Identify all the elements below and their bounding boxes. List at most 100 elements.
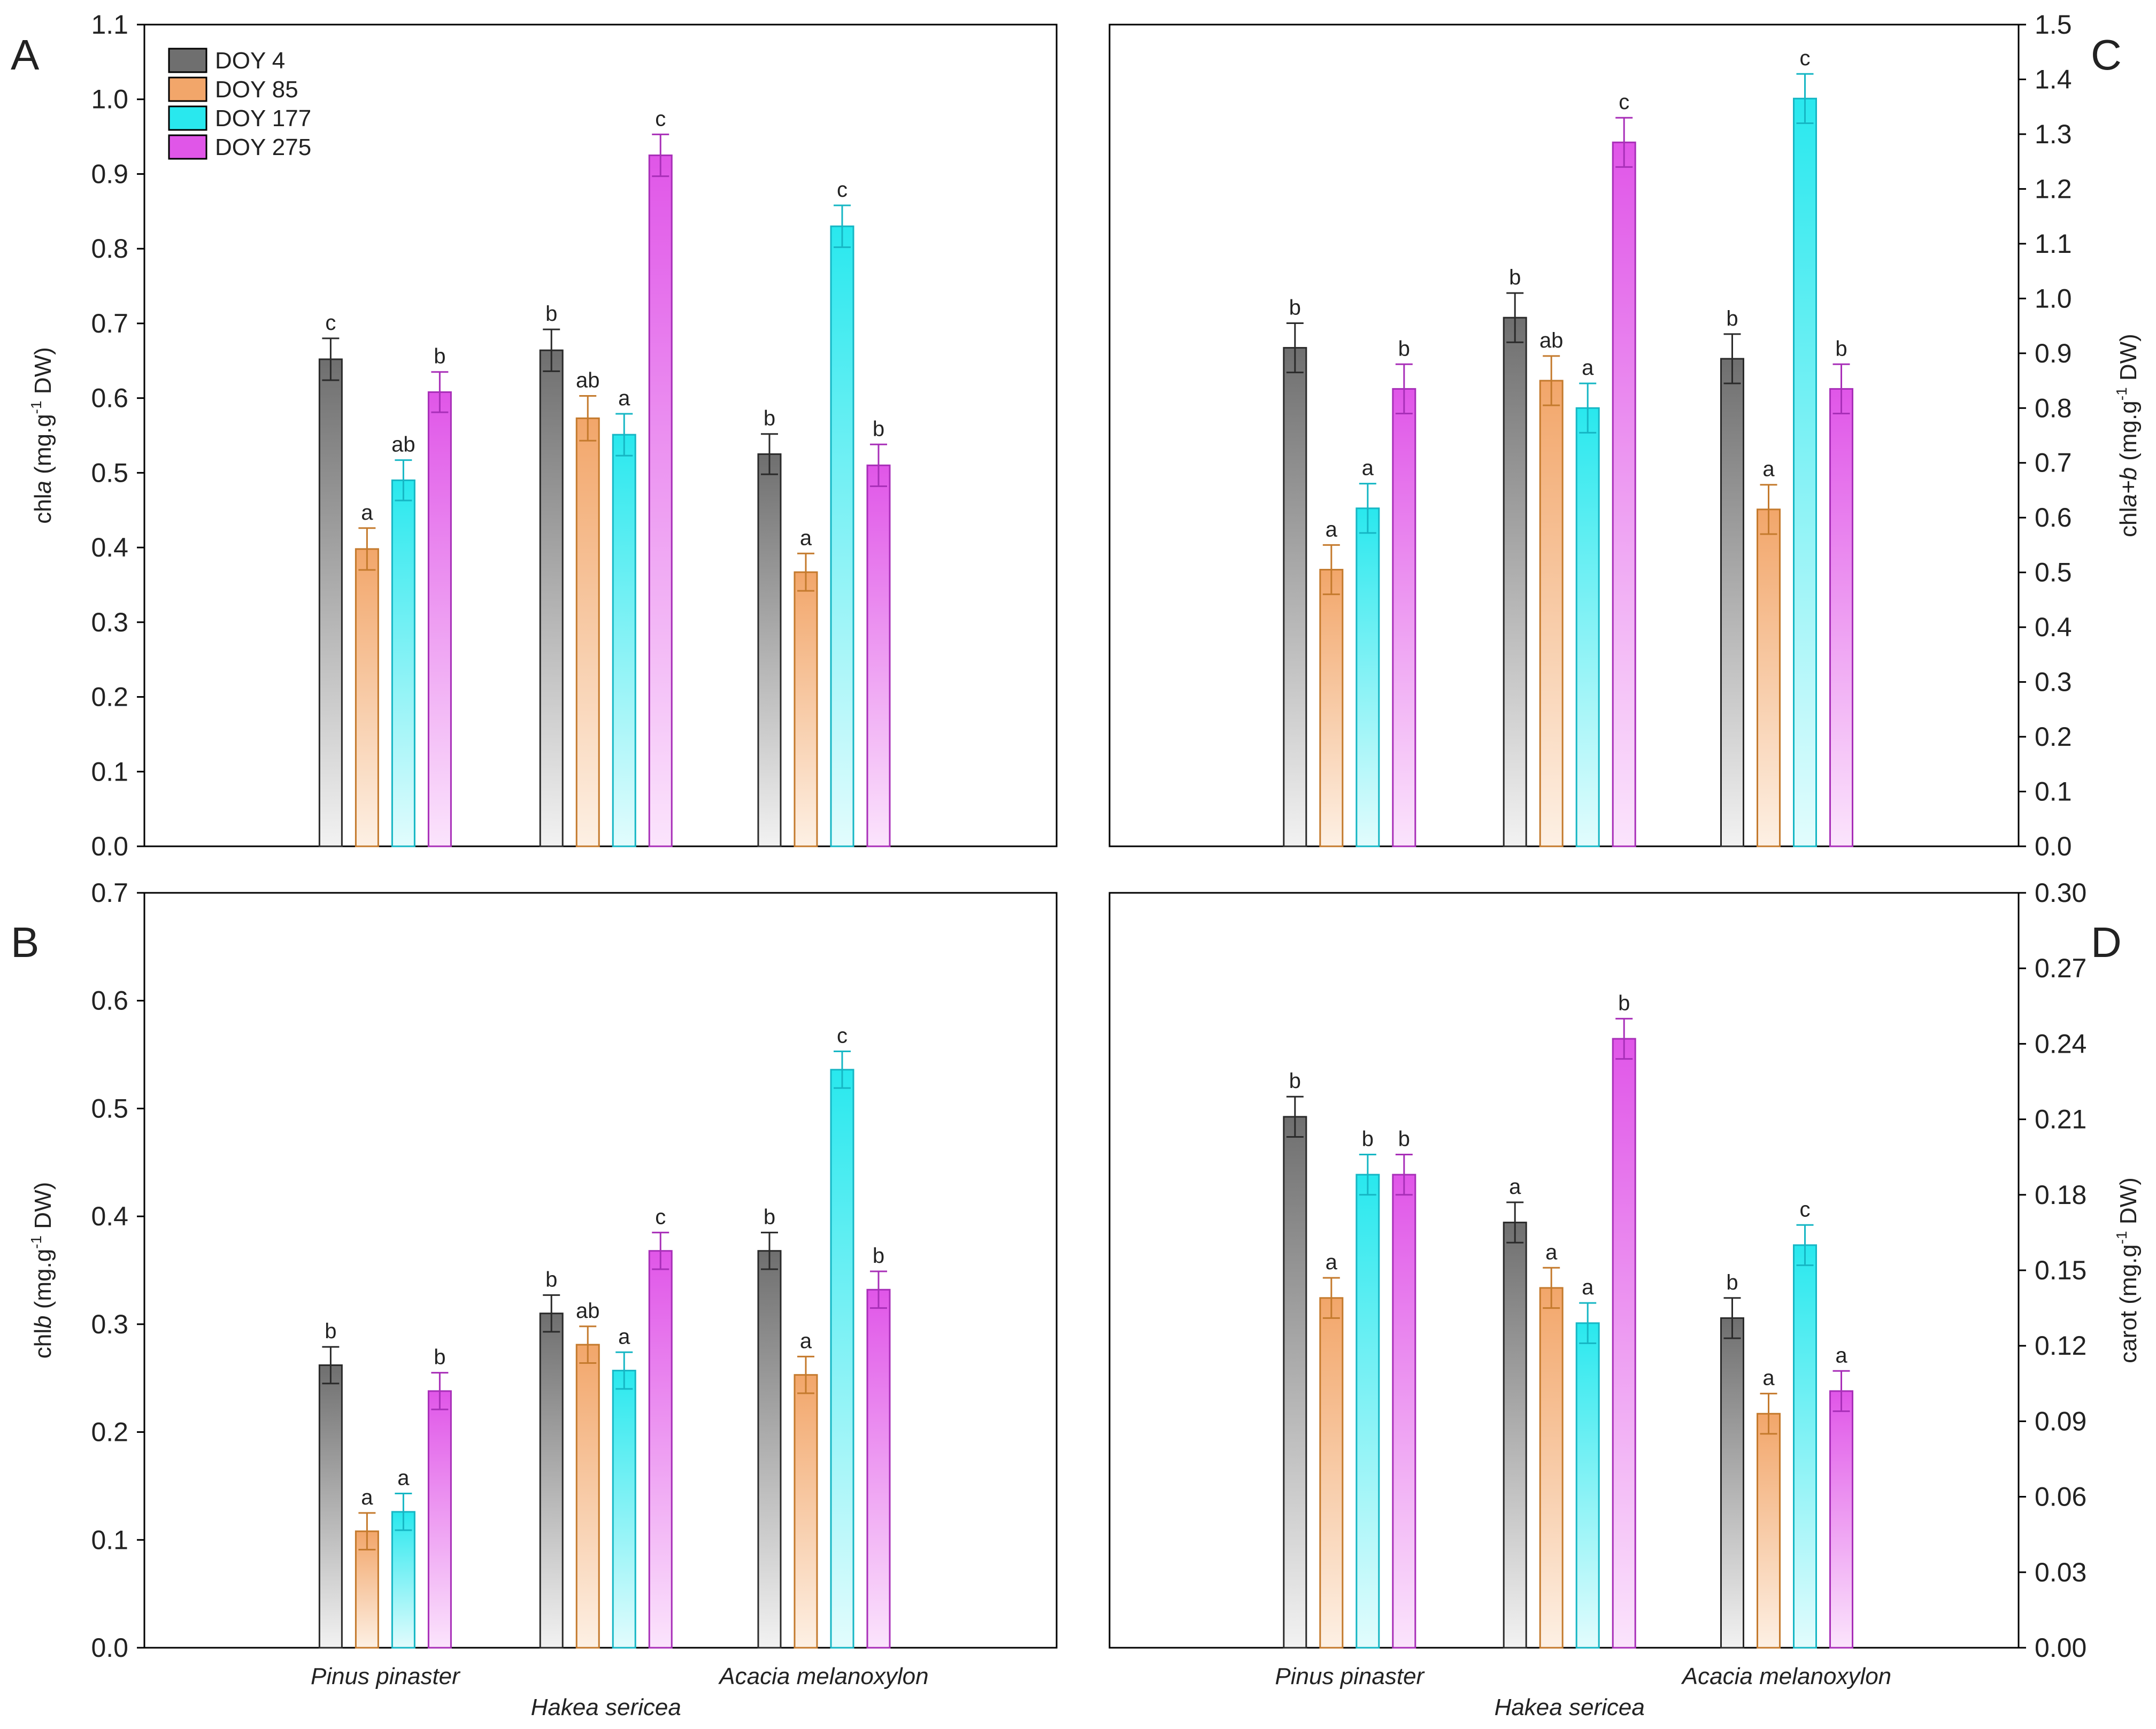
bar-B-doy4-0 [318, 1364, 343, 1649]
bar-D-doy4-2 [1720, 1317, 1744, 1649]
y-tick-label: 0.03 [2035, 1557, 2086, 1587]
significance-letter: b [325, 1319, 336, 1343]
bar-A-doy85-0 [355, 548, 379, 847]
significance-letter: b [1618, 991, 1630, 1015]
bar-A-doy4-0 [318, 358, 343, 847]
y-tick-label: 0.8 [91, 234, 128, 264]
y-tick-label: 0.30 [2035, 878, 2086, 908]
significance-letter: a [397, 1466, 410, 1490]
significance-letter: a [361, 1486, 373, 1509]
significance-letter: c [1619, 90, 1629, 114]
significance-letter: c [837, 1024, 848, 1048]
significance-letter: a [1326, 518, 1338, 541]
y-tick-label: 0.5 [2035, 558, 2072, 588]
significance-letter: ab [1539, 329, 1564, 352]
bar-D-doy275-0 [1392, 1174, 1416, 1649]
y-tick-label: 0.4 [91, 1201, 128, 1231]
bar-C-doy85-1 [1539, 380, 1564, 847]
panel-letter-A: A [11, 31, 40, 79]
legend-label: DOY 275 [215, 134, 311, 160]
y-tick-label: 1.3 [2035, 119, 2072, 149]
significance-letter: b [1362, 1127, 1374, 1151]
species-label: Hakea sericea [531, 1694, 681, 1720]
y-tick-label: 0.0 [91, 831, 128, 861]
significance-letter: c [837, 178, 848, 202]
y-tick-label: 0.6 [2035, 503, 2072, 532]
y-axis-label-D: carot (mg.g-1 DW) [2113, 1177, 2142, 1363]
chart-panel-C: 0.0 0.1 0.2 0.3 0.4 0.5 0.6 0.7 0.8 0.9 1.0 1.1 1.2 1… [1108, 10, 2142, 861]
bar-C-doy275-2 [1829, 388, 1853, 847]
bar-D-doy177-1 [1575, 1322, 1600, 1649]
significance-letter: a [800, 1329, 812, 1353]
plot-frame-D [1108, 892, 2020, 1649]
bar-D-doy4-0 [1283, 1116, 1307, 1649]
y-tick-label: 0.21 [2035, 1105, 2086, 1134]
bar-B-doy85-0 [355, 1530, 379, 1649]
bar-D-doy275-1 [1612, 1038, 1636, 1649]
y-tick-label: 0.9 [91, 159, 128, 189]
y-tick-label: 0.0 [91, 1633, 128, 1663]
significance-letter: b [1726, 1271, 1738, 1294]
y-tick-label: 1.0 [2035, 283, 2072, 313]
y-tick-label: 0.5 [91, 458, 128, 488]
bar-C-doy177-0 [1356, 507, 1380, 847]
significance-letter: c [655, 107, 666, 130]
y-tick-label: 0.7 [91, 308, 128, 338]
significance-letter: a [618, 387, 630, 410]
bar-A-doy177-2 [830, 225, 854, 847]
bar-D-doy4-1 [1503, 1222, 1527, 1649]
bar-B-doy275-2 [866, 1288, 891, 1649]
significance-letter: a [1762, 458, 1775, 481]
y-tick-label: 0.18 [2035, 1180, 2086, 1210]
significance-letter: b [764, 407, 775, 430]
y-tick-label: 0.3 [2035, 667, 2072, 697]
significance-letter: c [325, 311, 336, 335]
y-tick-label: 0.06 [2035, 1482, 2086, 1512]
legend-label: DOY 177 [215, 105, 311, 132]
significance-letter: b [1726, 307, 1738, 330]
significance-letter: b [1509, 266, 1521, 289]
panel-letter-C: C [2091, 31, 2122, 79]
bar-C-doy85-0 [1319, 569, 1344, 847]
y-tick-label: 1.4 [2035, 64, 2072, 94]
y-tick-label: 0.6 [91, 383, 128, 413]
bar-A-doy85-1 [575, 417, 600, 847]
significance-letter: c [655, 1205, 666, 1229]
significance-letter: b [545, 1268, 557, 1291]
bar-A-doy275-1 [648, 155, 673, 847]
significance-letter: b [764, 1205, 775, 1229]
significance-letter: ab [576, 368, 600, 392]
bar-B-doy177-2 [830, 1069, 854, 1649]
y-tick-label: 0.15 [2035, 1255, 2086, 1285]
y-tick-label: 0.6 [91, 986, 128, 1016]
species-label: Acacia melanoxylon [718, 1663, 928, 1689]
bar-B-doy177-0 [391, 1511, 415, 1649]
bar-B-doy85-1 [575, 1344, 600, 1649]
significance-letter: b [1398, 1127, 1410, 1151]
species-label: Pinus pinaster [311, 1663, 461, 1689]
y-tick-label: 0.2 [2035, 722, 2072, 752]
significance-letter: ab [576, 1299, 600, 1323]
bar-A-doy177-1 [612, 434, 636, 847]
significance-letter: a [618, 1325, 630, 1348]
y-tick-label: 0.0 [2035, 831, 2072, 861]
bar-C-doy4-1 [1503, 317, 1527, 847]
bar-A-doy275-2 [866, 464, 891, 847]
bar-D-doy275-2 [1829, 1390, 1853, 1649]
panel-letter-B: B [11, 918, 39, 966]
significance-letter: a [1762, 1367, 1775, 1390]
bar-D-doy177-2 [1793, 1244, 1817, 1649]
y-axis-label-C: chla+b (mg.g-1 DW) [2113, 334, 2142, 537]
chart-panel-B: 0.0 0.1 0.2 0.3 0.4 0.5 0.6 0.7 chlb (mg.g-1 DW)… [11, 878, 1058, 1720]
legend-swatch [168, 134, 207, 160]
y-tick-label: 0.5 [91, 1093, 128, 1123]
y-tick-label: 1.0 [91, 84, 128, 114]
y-tick-label: 1.2 [2035, 174, 2072, 204]
plot-frame-B [143, 892, 1058, 1649]
significance-letter: b [434, 1346, 445, 1369]
bar-A-doy4-1 [539, 349, 564, 847]
bar-D-doy85-0 [1319, 1297, 1344, 1649]
y-tick-label: 0.1 [2035, 777, 2072, 807]
